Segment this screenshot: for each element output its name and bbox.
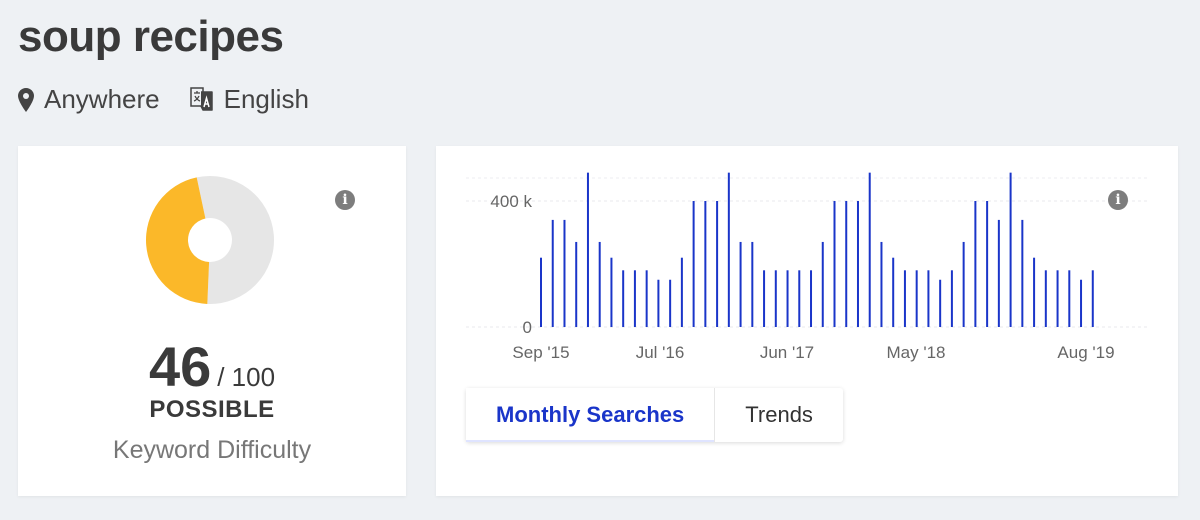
x-tick-label: May '18 — [887, 343, 946, 362]
bar — [645, 270, 648, 327]
keyword-difficulty-card: i 46/ 100 POSSIBLE Keyword Difficulty — [18, 146, 406, 496]
difficulty-info-icon[interactable]: i — [335, 190, 355, 210]
bar — [950, 270, 953, 327]
bar — [880, 241, 883, 327]
difficulty-max: / 100 — [217, 362, 276, 392]
bar — [657, 279, 660, 327]
bar — [927, 270, 930, 327]
bar — [586, 172, 589, 327]
bar — [845, 201, 848, 327]
bar — [868, 172, 871, 327]
translate-icon — [189, 86, 213, 111]
volume-tabs: Monthly Searches Trends — [466, 388, 843, 442]
language-filter[interactable]: English — [189, 84, 309, 115]
bar — [774, 270, 777, 327]
x-tick-label: Aug '19 — [1057, 343, 1114, 362]
location-filter[interactable]: Anywhere — [18, 84, 160, 115]
bar — [962, 241, 965, 327]
bar — [1080, 279, 1083, 327]
bar — [727, 172, 730, 327]
difficulty-fill — [146, 177, 210, 304]
bar — [563, 219, 566, 327]
bar — [821, 241, 824, 327]
bar — [939, 279, 942, 327]
page-title: soup recipes — [18, 12, 284, 61]
bar — [610, 257, 613, 327]
bar — [1009, 172, 1012, 327]
bar — [997, 219, 1000, 327]
tab-monthly-searches[interactable]: Monthly Searches — [466, 388, 715, 442]
bar — [1056, 270, 1059, 327]
keyword-meta: Anywhere English — [18, 84, 339, 115]
bar — [633, 270, 636, 327]
location-label: Anywhere — [44, 84, 160, 114]
bar — [622, 270, 625, 327]
bar — [786, 270, 789, 327]
tab-trends[interactable]: Trends — [714, 388, 843, 442]
bar — [540, 257, 542, 327]
bar — [1068, 270, 1071, 327]
bar — [903, 270, 906, 327]
bar — [704, 201, 707, 327]
bar — [915, 270, 918, 327]
bar — [680, 257, 683, 327]
bar — [798, 270, 801, 327]
x-tick-label: Jun '17 — [760, 343, 814, 362]
difficulty-value: 46 — [148, 335, 212, 398]
bar — [1091, 270, 1094, 327]
bar — [810, 270, 813, 327]
bar — [833, 201, 836, 327]
search-volume-card: 0 400 k Sep '15 Jul '16 Jun '17 May '18 Aug '1… — [436, 146, 1178, 496]
monthly-searches-chart: 0 400 k Sep '15 Jul '16 Jun '17 May '18 Aug '1… — [466, 172, 1148, 362]
bar — [763, 270, 766, 327]
difficulty-donut-chart — [146, 176, 274, 304]
bar — [974, 201, 977, 327]
bar — [716, 201, 719, 327]
bar — [575, 241, 578, 327]
bar — [669, 279, 672, 327]
difficulty-score: 46/ 100 — [18, 334, 406, 399]
bar — [856, 201, 859, 327]
y-tick-label: 400 k — [490, 192, 532, 211]
bar — [1044, 270, 1047, 327]
bar — [598, 241, 601, 327]
bar — [692, 201, 695, 327]
bar — [1033, 257, 1036, 327]
difficulty-label: Keyword Difficulty — [112, 436, 312, 464]
bar — [1021, 219, 1024, 327]
bar — [551, 219, 554, 327]
difficulty-rating: POSSIBLE — [149, 396, 275, 423]
language-label: English — [223, 84, 309, 114]
bar — [739, 241, 742, 327]
map-pin-icon — [18, 87, 34, 112]
volume-info-icon[interactable]: i — [1108, 190, 1128, 210]
x-tick-label: Sep '15 — [512, 343, 569, 362]
bar — [986, 201, 989, 327]
difficulty-track — [196, 176, 274, 304]
y-tick-label: 0 — [523, 318, 532, 337]
x-tick-label: Jul '16 — [636, 343, 685, 362]
bar — [751, 241, 754, 327]
bar — [892, 257, 895, 327]
